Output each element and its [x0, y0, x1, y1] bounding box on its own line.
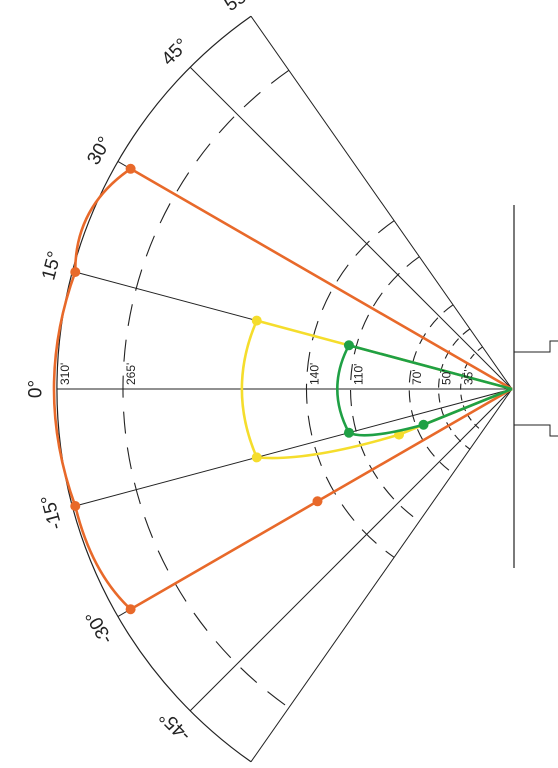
- zone-point-orange: [125, 604, 136, 615]
- angle-label: 30°: [83, 133, 116, 168]
- zone-point-orange: [312, 496, 323, 507]
- ring-label: 310': [58, 363, 72, 385]
- distance-ring: [460, 346, 483, 432]
- ring-label: 35': [462, 369, 476, 385]
- radial-line: [189, 66, 513, 390]
- structure-layer: [56, 15, 558, 763]
- zone-point-green: [343, 427, 354, 438]
- angle-label: -15°: [37, 493, 66, 532]
- ring-label: 110': [352, 364, 366, 385]
- angle-label: 45°: [158, 35, 193, 70]
- mount-bracket-lower: [514, 424, 558, 437]
- zone-point-green: [418, 419, 429, 430]
- mount-bracket-upper: [514, 340, 558, 353]
- distance-ring: [305, 220, 395, 558]
- radial-line: [189, 388, 513, 712]
- angle-label: -30°: [82, 607, 118, 648]
- angle-label: 55°: [221, 0, 257, 16]
- angle-label: 15°: [38, 249, 66, 282]
- zone-point-orange: [70, 266, 81, 277]
- ring-label: 50': [440, 369, 454, 385]
- angle-label: -55°: [219, 760, 260, 768]
- distance-ring: [122, 69, 290, 709]
- zone-point-orange: [70, 501, 81, 512]
- radial-line: [72, 388, 513, 508]
- zone-point-yellow: [251, 452, 262, 463]
- zone-point-orange: [125, 163, 136, 174]
- zone-point-green: [343, 340, 354, 351]
- labels-layer: 55° 45° 30° 15° 0° -15° -30° -45° -55° 310' 265' 14…: [25, 0, 475, 768]
- distance-ring: [349, 256, 420, 522]
- distance-ring: [438, 328, 471, 450]
- zones-layer: [52, 163, 513, 615]
- angle-label: -45°: [156, 706, 196, 746]
- radial-line: [250, 388, 513, 763]
- ring-label: 70': [410, 369, 424, 385]
- ring-label: 265': [124, 363, 138, 385]
- outer-arc: [56, 15, 252, 763]
- radial-line: [250, 15, 513, 390]
- distance-ring: [408, 304, 454, 474]
- angle-label: 0°: [25, 380, 46, 398]
- ring-label: 140': [307, 363, 321, 385]
- zone-point-yellow: [251, 315, 262, 326]
